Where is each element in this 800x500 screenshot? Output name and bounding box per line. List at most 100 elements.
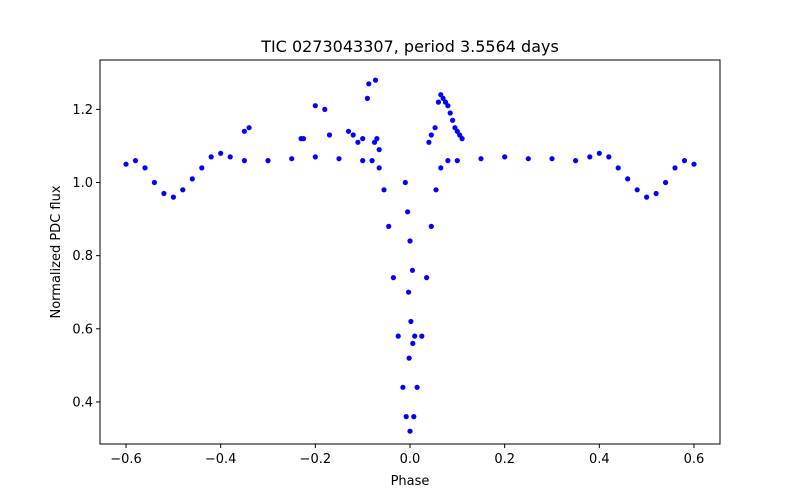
data-point-0-28: [414, 384, 420, 390]
data-point-0-20: [381, 187, 387, 193]
data-point-0-54: [372, 77, 379, 83]
data-point-0-16: [336, 156, 342, 162]
data-point-0-80: [459, 136, 465, 142]
data-point-0-21: [386, 223, 392, 229]
data-point-0-50: [672, 165, 678, 171]
data-point-0-46: [634, 187, 640, 193]
data-point-0-81: [432, 125, 438, 131]
data-point-0-24: [400, 384, 406, 390]
data-point-0-75: [447, 110, 453, 116]
x-tick-label: 0.4: [589, 452, 610, 467]
data-point-0-17: [360, 158, 366, 164]
data-point-0-39: [549, 156, 555, 162]
data-point-0-25: [403, 414, 409, 420]
data-point-0-23: [395, 333, 401, 339]
data-point-0-22: [390, 275, 396, 281]
data-point-0-44: [615, 165, 621, 171]
data-point-0-89: [408, 318, 414, 325]
data-point-0-72: [440, 95, 446, 101]
data-point-0-69: [376, 147, 382, 153]
data-point-0-91: [412, 333, 418, 339]
data-point-0-90: [410, 340, 416, 346]
data-point-0-76: [450, 117, 456, 123]
chart-title: TIC 0273043307, period 3.5564 days: [260, 37, 559, 56]
data-point-0-67: [371, 139, 378, 145]
data-point-0-85: [405, 209, 411, 215]
data-point-0-83: [426, 139, 432, 145]
data-point-0-86: [407, 238, 413, 244]
data-point-0-35: [454, 158, 460, 164]
data-point-0-6: [180, 187, 186, 193]
y-tick-label: 0.8: [72, 249, 93, 264]
data-point-0-31: [428, 223, 434, 229]
data-point-0-29: [419, 333, 425, 339]
data-point-0-13: [265, 158, 271, 164]
data-point-0-4: [161, 190, 167, 197]
data-point-0-15: [312, 154, 318, 160]
data-point-0-65: [355, 139, 361, 145]
data-point-0-32: [433, 187, 439, 193]
data-point-0-9: [208, 154, 214, 160]
data-point-0-70: [435, 99, 441, 105]
data-point-0-33: [438, 165, 444, 171]
data-point-0-18: [369, 158, 375, 164]
data-point-0-49: [663, 179, 669, 186]
data-point-0-92: [406, 355, 412, 361]
data-point-0-55: [364, 95, 370, 101]
x-axis-ticks: −0.6 −0.4 −0.2 0.0 0.2 0.4 0.6: [110, 444, 704, 467]
x-tick-label: −0.2: [300, 452, 332, 467]
data-point-0-56: [312, 103, 318, 109]
data-point-0-48: [653, 190, 659, 197]
y-tick-label: 1.2: [72, 103, 93, 118]
data-point-0-87: [409, 267, 415, 273]
x-axis-label: Phase: [391, 474, 430, 489]
data-point-0-14: [289, 156, 295, 162]
data-point-0-3: [151, 179, 157, 186]
data-point-0-63: [345, 128, 352, 134]
data-point-0-38: [525, 156, 531, 162]
data-point-0-61: [300, 136, 307, 142]
data-point-0-2: [142, 165, 148, 171]
data-point-0-58: [246, 125, 252, 131]
data-point-0-36: [478, 156, 484, 162]
x-tick-label: −0.4: [205, 452, 237, 467]
data-point-0-41: [587, 154, 593, 160]
data-point-0-0: [123, 161, 129, 167]
y-tick-label: 0.6: [72, 322, 93, 337]
data-point-0-42: [596, 150, 602, 156]
data-point-0-66: [360, 136, 366, 142]
data-point-0-57: [322, 106, 328, 112]
data-point-0-53: [366, 81, 372, 87]
data-point-0-47: [644, 194, 650, 200]
data-point-0-1: [132, 158, 139, 164]
data-point-0-12: [241, 158, 247, 164]
y-axis-ticks: 0.4 0.6 0.8 1.0 1.2: [72, 103, 100, 410]
data-point-0-19: [376, 165, 382, 171]
data-point-0-78: [454, 128, 460, 134]
data-point-0-64: [350, 132, 356, 138]
data-point-0-71: [438, 92, 444, 98]
data-point-0-88: [406, 289, 412, 295]
x-tick-label: 0.6: [684, 452, 705, 467]
data-point-0-5: [170, 194, 176, 200]
data-point-0-10: [218, 150, 224, 156]
data-point-0-45: [625, 176, 631, 182]
data-point-0-26: [407, 428, 413, 434]
data-point-0-74: [445, 103, 451, 109]
y-tick-label: 0.4: [72, 395, 93, 410]
x-tick-label: 0.2: [494, 452, 515, 467]
data-point-0-37: [502, 154, 508, 160]
data-point-0-34: [445, 158, 451, 164]
x-tick-label: −0.6: [110, 452, 142, 467]
y-axis-label: Normalized PDC flux: [49, 185, 64, 318]
data-point-0-27: [411, 414, 417, 420]
data-point-0-11: [227, 154, 233, 160]
data-point-0-59: [241, 128, 247, 134]
data-point-0-52: [691, 161, 697, 167]
x-tick-label: 0.0: [400, 452, 421, 467]
y-tick-label: 1.0: [72, 176, 93, 191]
data-point-0-43: [606, 154, 612, 160]
data-point-0-68: [374, 136, 380, 142]
data-point-0-30: [424, 275, 430, 281]
